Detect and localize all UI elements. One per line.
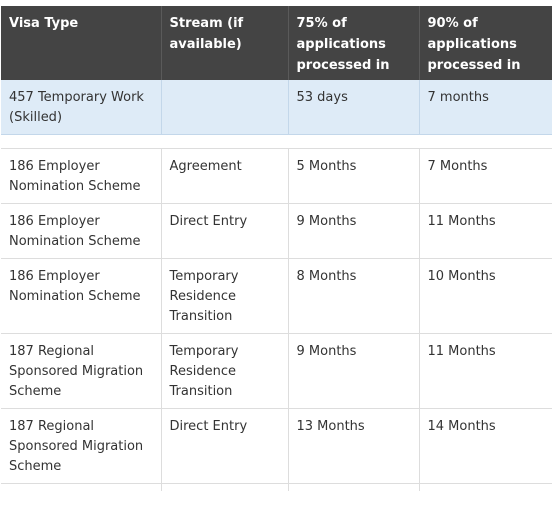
empty-cell — [1, 482, 162, 491]
header-row: Visa Type Stream (if available) 75% of a… — [1, 6, 552, 80]
spacer-cell — [419, 134, 552, 148]
cell-75-percent: 9 Months — [288, 202, 420, 258]
cell-stream: Direct Entry — [161, 407, 289, 483]
cell-visa-type: 457 Temporary Work (Skilled) — [1, 80, 162, 135]
cell-75-percent: 53 days — [288, 80, 420, 135]
cell-stream: Direct Entry — [161, 202, 289, 258]
cell-visa-type: 187 Regional Sponsored Migration Scheme — [1, 407, 162, 483]
cell-90-percent: 7 months — [419, 80, 552, 135]
cell-stream: Agreement — [161, 147, 289, 203]
table-row: 186 Employer Nomination Scheme Direct En… — [1, 202, 552, 258]
cell-visa-type: 187 Regional Sponsored Migration Scheme — [1, 332, 162, 408]
spacer-cell — [288, 134, 419, 148]
cell-stream: Temporary Residence Transition — [161, 332, 289, 408]
empty-cell — [161, 482, 289, 491]
cell-90-percent: 11 Months — [419, 332, 552, 408]
cell-90-percent: 11 Months — [419, 202, 552, 258]
cut-off-row — [1, 482, 552, 491]
cell-stream — [161, 80, 289, 135]
header-visa-type: Visa Type — [1, 6, 162, 80]
empty-cell — [419, 482, 552, 491]
highlighted-row: 457 Temporary Work (Skilled) 53 days 7 m… — [1, 80, 552, 135]
cell-visa-type: 186 Employer Nomination Scheme — [1, 257, 162, 333]
cell-75-percent: 8 Months — [288, 257, 420, 333]
empty-cell — [288, 482, 420, 491]
cell-90-percent: 10 Months — [419, 257, 552, 333]
visa-processing-table: Visa Type Stream (if available) 75% of a… — [1, 6, 552, 491]
header-stream: Stream (if available) — [161, 6, 289, 80]
cell-visa-type: 186 Employer Nomination Scheme — [1, 202, 162, 258]
cell-visa-type: 186 Employer Nomination Scheme — [1, 147, 162, 203]
spacer-cell — [161, 134, 288, 148]
table-header: Visa Type Stream (if available) 75% of a… — [1, 6, 552, 80]
spacer-row — [1, 134, 552, 148]
table-row: 186 Employer Nomination Scheme Temporary… — [1, 257, 552, 333]
header-75-percent: 75% of applications processed in — [288, 6, 420, 80]
spacer-cell — [1, 134, 161, 148]
cell-75-percent: 5 Months — [288, 147, 420, 203]
table-row: 187 Regional Sponsored Migration Scheme … — [1, 332, 552, 408]
cell-90-percent: 14 Months — [419, 407, 552, 483]
cell-75-percent: 13 Months — [288, 407, 420, 483]
table-row: 186 Employer Nomination Scheme Agreement… — [1, 147, 552, 203]
table-body: 457 Temporary Work (Skilled) 53 days 7 m… — [1, 80, 552, 491]
cell-90-percent: 7 Months — [419, 147, 552, 203]
header-90-percent: 90% of applications processed in — [419, 6, 552, 80]
table-row: 187 Regional Sponsored Migration Scheme … — [1, 407, 552, 483]
cell-75-percent: 9 Months — [288, 332, 420, 408]
cell-stream: Temporary Residence Transition — [161, 257, 289, 333]
